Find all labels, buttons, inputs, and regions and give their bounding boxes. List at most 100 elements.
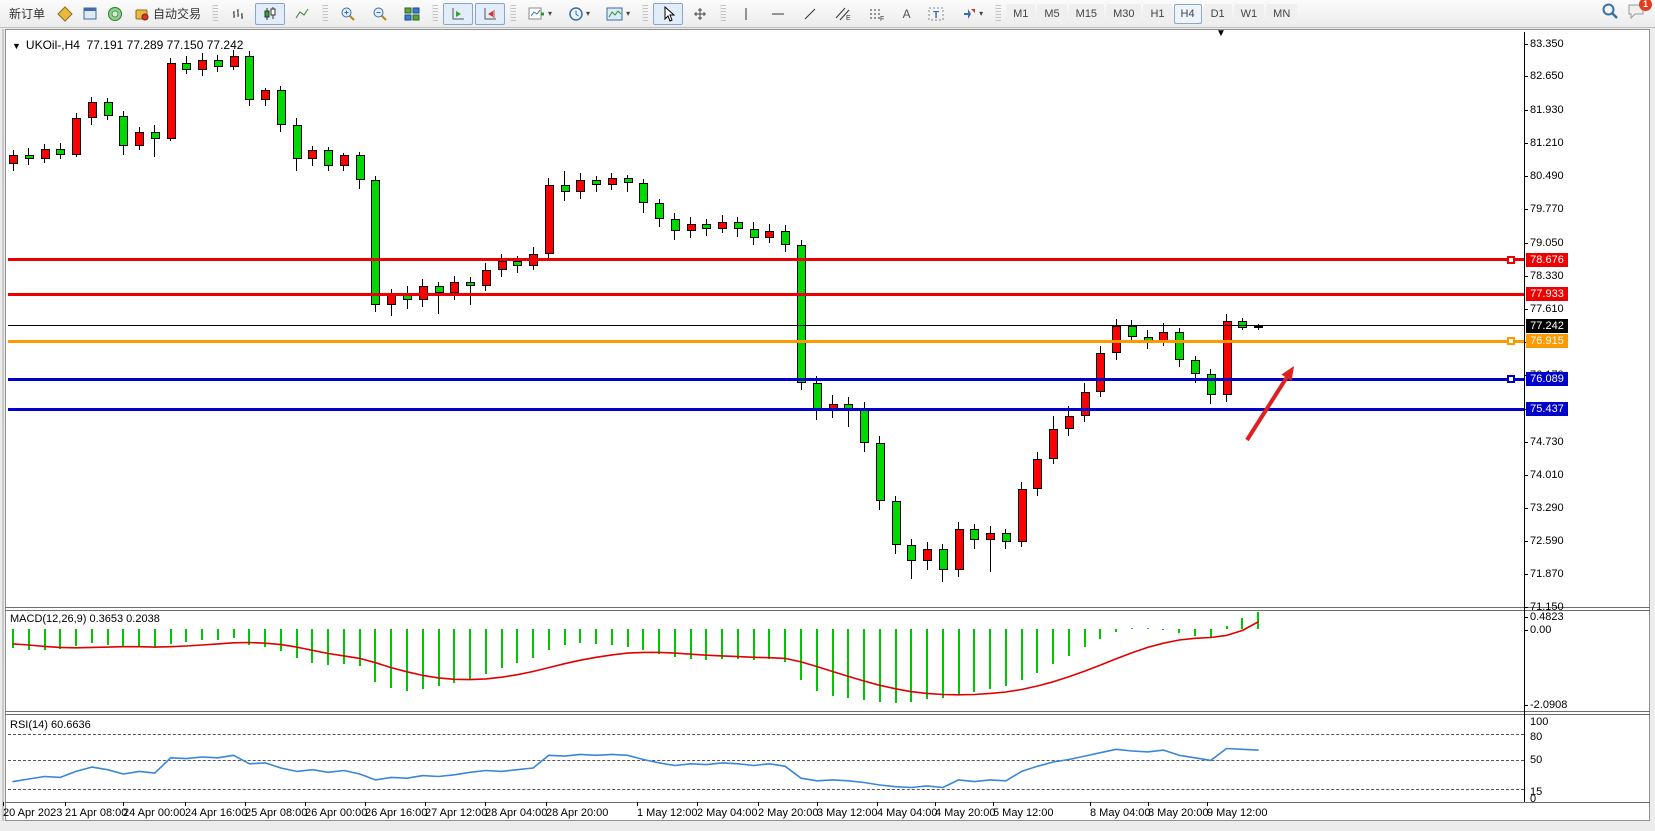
crosshair-tool-button[interactable] xyxy=(685,3,715,25)
timeframe-button-mn[interactable]: MN xyxy=(1266,3,1298,24)
date-axis-label[interactable]: 21 Apr 08:00 xyxy=(65,807,128,819)
new-order-button[interactable]: 新订单 xyxy=(3,3,51,25)
date-axis-label[interactable]: 9 May 12:00 xyxy=(1207,807,1268,819)
date-axis-label[interactable]: 8 May 20:00 xyxy=(1148,807,1209,819)
bar-chart-button[interactable] xyxy=(223,3,253,25)
hline-tool-button[interactable] xyxy=(763,3,793,25)
notifications-button[interactable]: 1 xyxy=(1627,0,1652,25)
macd-label: MACD(12,26,9) 0.3653 0.2038 xyxy=(10,613,160,625)
zoom-out-button[interactable] xyxy=(365,3,395,25)
pane-separator[interactable] xyxy=(5,610,1650,611)
price-level-line[interactable] xyxy=(8,377,1524,381)
price-axis-label[interactable]: 81.930 xyxy=(1530,103,1564,116)
candle-body xyxy=(9,154,18,165)
date-axis-label[interactable]: 25 Apr 08:00 xyxy=(245,807,308,819)
line-chart-button[interactable] xyxy=(287,3,317,25)
pane-separator[interactable] xyxy=(5,802,1650,803)
date-axis-label[interactable]: 27 Apr 12:00 xyxy=(425,807,488,819)
pane-separator[interactable] xyxy=(5,714,1650,715)
date-axis-label[interactable]: 28 Apr 20:00 xyxy=(546,807,609,819)
market-watch-icon[interactable] xyxy=(53,3,76,25)
price-axis-label[interactable]: 81.210 xyxy=(1530,136,1564,149)
trendline-tool-button[interactable] xyxy=(795,3,825,25)
date-axis-label[interactable]: 3 May 12:00 xyxy=(817,807,878,819)
timeframe-button-m1[interactable]: M1 xyxy=(1006,3,1036,24)
candle-body xyxy=(87,101,97,118)
autoscroll-button[interactable] xyxy=(443,2,474,25)
fibonacci-tool-button[interactable]: F xyxy=(861,3,893,25)
price-axis-label[interactable]: 71.870 xyxy=(1530,567,1564,580)
price-axis-label[interactable]: 82.650 xyxy=(1530,70,1564,83)
vline-tool-button[interactable] xyxy=(731,3,761,25)
price-axis-label[interactable]: 83.350 xyxy=(1530,38,1564,51)
price-axis-label[interactable]: 73.290 xyxy=(1530,502,1564,515)
candle-body xyxy=(702,224,712,229)
pane-separator[interactable] xyxy=(5,711,1650,712)
periods-button[interactable]: ▾ xyxy=(561,3,597,25)
date-axis-label[interactable]: 26 Apr 00:00 xyxy=(305,807,368,819)
price-axis-label[interactable]: 74.010 xyxy=(1530,469,1564,482)
date-axis-label[interactable]: 24 Apr 00:00 xyxy=(123,807,186,819)
date-axis-tick xyxy=(245,802,246,806)
hline-handle[interactable] xyxy=(1507,337,1515,346)
zoom-in-button[interactable] xyxy=(333,3,363,25)
price-axis-label[interactable]: 77.610 xyxy=(1530,302,1564,315)
price-axis-label[interactable]: 71.150 xyxy=(1530,601,1564,613)
price-axis-line[interactable] xyxy=(1524,32,1525,802)
date-axis-label[interactable]: 28 Apr 04:00 xyxy=(485,807,548,819)
date-axis-label[interactable]: 4 May 20:00 xyxy=(935,807,996,819)
chart-shift-marker[interactable]: ▼ xyxy=(1216,28,1226,39)
templates-button[interactable]: ▾ xyxy=(599,3,637,25)
price-level-line[interactable] xyxy=(8,339,1524,343)
price-axis-label[interactable]: 80.490 xyxy=(1530,170,1564,183)
cursor-tool-button[interactable] xyxy=(653,2,684,25)
label-tool-button[interactable]: T xyxy=(920,3,952,25)
text-tool-button[interactable]: A xyxy=(895,3,918,25)
arrows-icon xyxy=(961,6,977,22)
pane-separator[interactable] xyxy=(5,607,1650,608)
date-axis-label[interactable]: 1 May 12:00 xyxy=(637,807,698,819)
timeframe-button-m15[interactable]: M15 xyxy=(1068,3,1105,24)
candlestick-chart-button[interactable] xyxy=(255,2,286,25)
macd-histogram-bar xyxy=(358,629,361,667)
date-axis-label[interactable]: 24 Apr 16:00 xyxy=(185,807,248,819)
price-level-line[interactable] xyxy=(8,325,1524,327)
rsi-axis-label: 15 xyxy=(1530,786,1543,798)
timeframe-button-m30[interactable]: M30 xyxy=(1106,3,1142,24)
channel-tool-button[interactable]: E xyxy=(827,3,859,25)
price-axis-label[interactable]: 74.730 xyxy=(1530,435,1564,448)
price-level-line[interactable] xyxy=(8,292,1524,296)
hline-handle[interactable] xyxy=(1507,375,1515,384)
search-icon[interactable] xyxy=(1601,2,1619,25)
chart-window-icon[interactable] xyxy=(78,3,101,25)
date-axis-tick xyxy=(1148,802,1149,806)
data-window-icon[interactable] xyxy=(103,3,126,25)
price-level-line[interactable] xyxy=(8,407,1524,411)
price-axis-label[interactable]: 79.050 xyxy=(1530,236,1564,249)
price-axis-label[interactable]: 72.590 xyxy=(1530,534,1564,547)
date-axis-label[interactable]: 4 May 04:00 xyxy=(877,807,938,819)
date-axis-label[interactable]: 8 May 04:00 xyxy=(1090,807,1151,819)
price-axis-label[interactable]: 78.330 xyxy=(1530,269,1564,282)
date-axis-label[interactable]: 2 May 04:00 xyxy=(697,807,758,819)
hline-handle[interactable] xyxy=(1507,255,1515,264)
timeframe-button-h1[interactable]: H1 xyxy=(1143,3,1172,24)
timeframe-button-d1[interactable]: D1 xyxy=(1203,3,1232,24)
date-axis-label[interactable]: 20 Apr 2023 xyxy=(3,807,63,819)
date-axis-label[interactable]: 26 Apr 16:00 xyxy=(365,807,428,819)
chart-shift-button[interactable] xyxy=(475,2,506,25)
autotrade-button[interactable]: 自动交易 xyxy=(128,3,207,25)
price-axis-label[interactable]: 79.770 xyxy=(1530,203,1564,216)
tile-windows-button[interactable] xyxy=(397,3,427,25)
timeframe-button-w1[interactable]: W1 xyxy=(1233,3,1265,24)
date-axis-label[interactable]: 5 May 12:00 xyxy=(993,807,1054,819)
price-level-line[interactable] xyxy=(8,258,1524,262)
collapse-triangle-icon[interactable]: ▼ xyxy=(12,41,21,51)
arrows-tool-button[interactable]: ▾ xyxy=(954,3,990,25)
timeframe-button-h4[interactable]: H4 xyxy=(1173,3,1202,24)
date-axis-label[interactable]: 2 May 20:00 xyxy=(758,807,819,819)
indicators-button[interactable]: ▾ xyxy=(521,3,559,25)
timeframe-button-m5[interactable]: M5 xyxy=(1037,3,1067,24)
macd-histogram-bar xyxy=(1099,629,1102,639)
